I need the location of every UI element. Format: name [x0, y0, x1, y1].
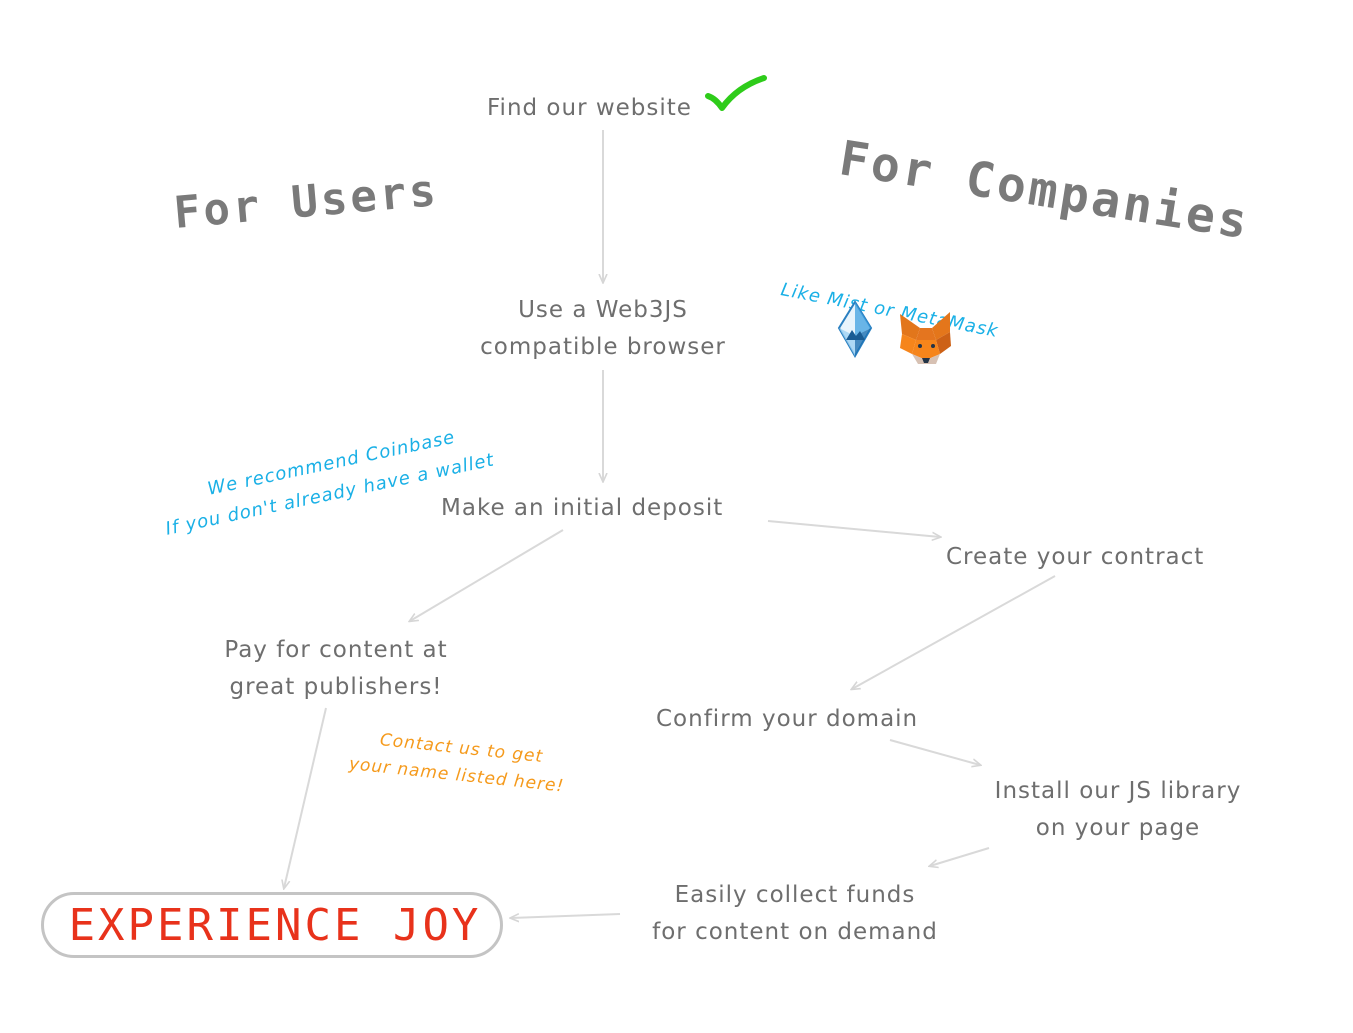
metamask-fox-icon: [900, 312, 951, 364]
step-create-contract: Create your contract: [946, 544, 1205, 570]
step-collect-line1: Easily collect funds: [674, 882, 916, 908]
step-install-line2: on your page: [1035, 815, 1201, 841]
step-deposit: Make an initial deposit: [441, 495, 724, 521]
step-use-browser-line2: compatible browser: [480, 334, 726, 360]
step-confirm-domain: Confirm your domain: [656, 706, 919, 732]
step-pay-line2: great publishers!: [229, 674, 443, 700]
step-pay-line1: Pay for content at: [224, 637, 448, 663]
step-find-website: Find our website: [487, 95, 692, 121]
arrow-confirm-to-install: [889, 739, 980, 765]
experience-joy-label: EXPERIENCE JOY: [68, 900, 482, 951]
arrow-deposit-to-contract: [767, 520, 940, 537]
arrow-deposit-to-pay: [410, 529, 564, 621]
step-collect-line2: for content on demand: [652, 919, 938, 945]
checkmark-icon: [705, 75, 767, 111]
step-install-line1: Install our JS library: [994, 778, 1242, 804]
arrow-install-to-collect: [930, 847, 990, 866]
arrow-collect-to-joy: [511, 914, 621, 918]
arrow-contract-to-confirm: [852, 575, 1056, 689]
experience-joy-box: [41, 892, 503, 958]
mist-ethereum-icon: [837, 300, 873, 358]
arrow-pay-to-joy: [284, 707, 327, 888]
step-use-browser-line1: Use a Web3JS: [518, 297, 688, 323]
